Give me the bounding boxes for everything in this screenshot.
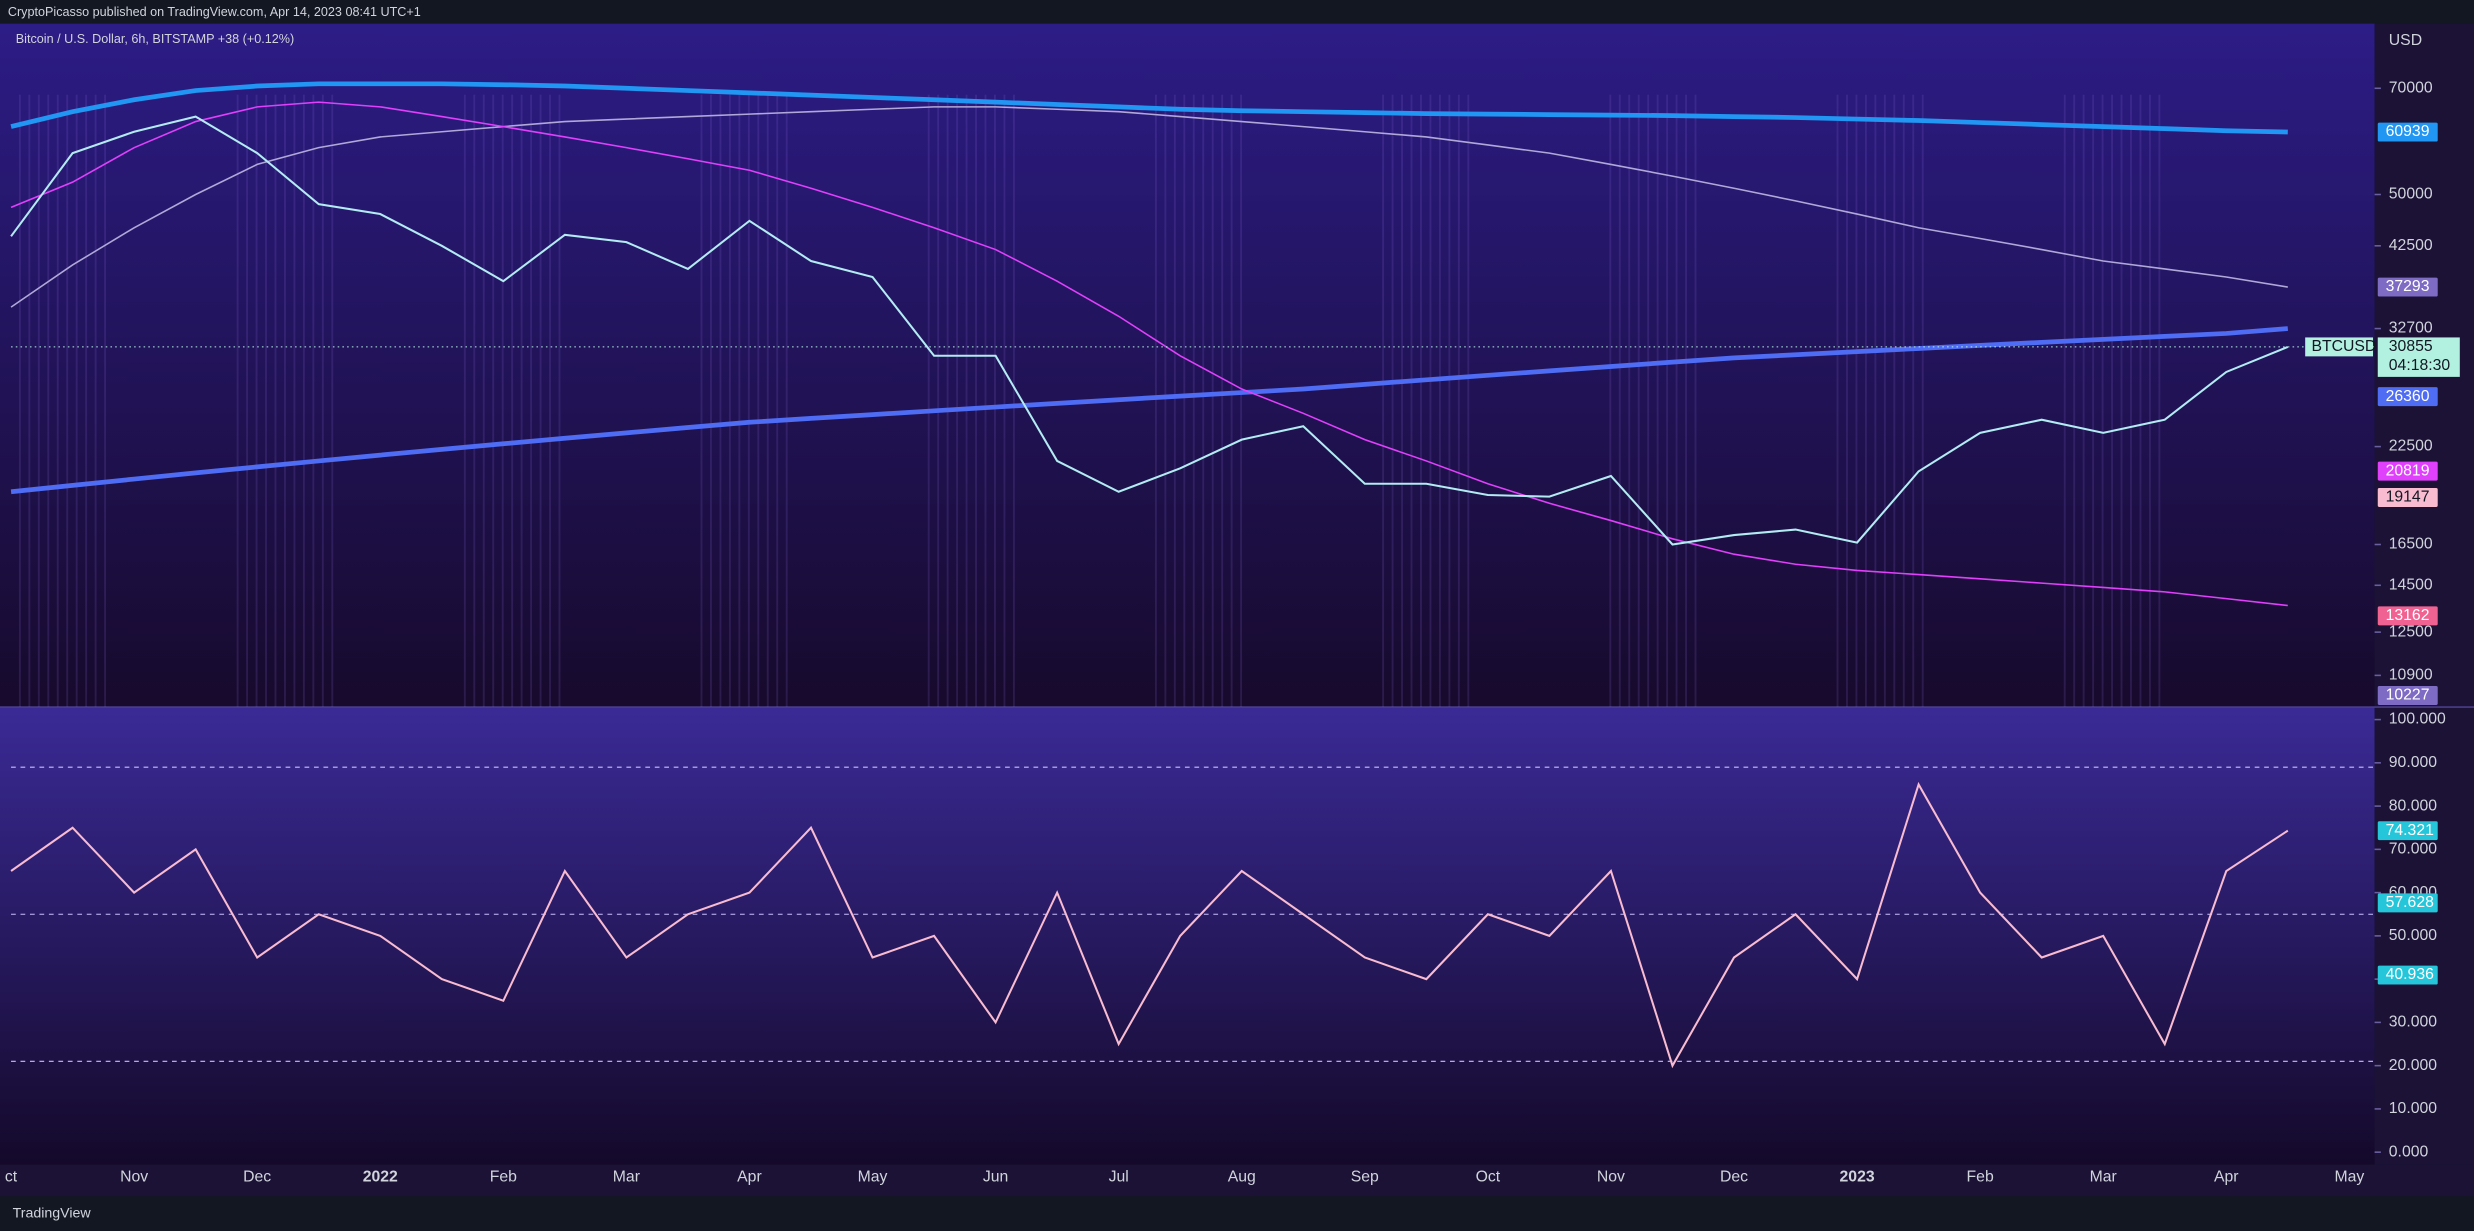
price-badge-label: 57.628 xyxy=(2386,894,2434,911)
x-tick-label: 2023 xyxy=(1840,1169,1875,1186)
y-tick-label: 70.000 xyxy=(2389,841,2437,858)
y-tick-label: 14500 xyxy=(2389,576,2433,593)
countdown-label: 04:18:30 xyxy=(2389,357,2451,374)
x-tick-label: Sep xyxy=(1351,1169,1379,1186)
x-tick-label: May xyxy=(2334,1169,2364,1186)
price-badge xyxy=(2377,337,2460,377)
x-tick-label: 2022 xyxy=(363,1169,398,1186)
series-line xyxy=(10,115,2289,546)
y-tick-label: 10.000 xyxy=(2389,1100,2437,1117)
x-tick-label: Mar xyxy=(613,1169,640,1186)
y-tick-label: 16500 xyxy=(2389,536,2433,553)
price-badge-label: 13162 xyxy=(2386,607,2430,624)
symbol-title: Bitcoin / U.S. Dollar, 6h, BITSTAMP +38 … xyxy=(16,32,294,46)
price-badge-label: 30855 xyxy=(2389,338,2433,355)
y-tick-label: 90.000 xyxy=(2389,754,2437,771)
y-tick-label: 10900 xyxy=(2389,667,2433,684)
y-tick-label: 80.000 xyxy=(2389,797,2437,814)
y-tick-label: 22500 xyxy=(2389,438,2433,455)
y-tick-label: 70000 xyxy=(2389,79,2433,96)
x-tick-label: Apr xyxy=(737,1169,762,1186)
y-tick-label: 50000 xyxy=(2389,186,2433,203)
x-tick-label: May xyxy=(858,1169,888,1186)
price-badge-label: 20819 xyxy=(2386,462,2430,479)
series-line xyxy=(10,326,2289,495)
price-badge xyxy=(2377,686,2438,705)
y-tick-label: 32700 xyxy=(2389,320,2433,337)
y-tick-label: 42500 xyxy=(2389,237,2433,254)
price-badge xyxy=(2377,893,2438,913)
y-tick-label: 0.000 xyxy=(2389,1143,2429,1160)
symbol-badge xyxy=(2305,337,2374,357)
top-bar xyxy=(0,0,2474,24)
session-stripes xyxy=(18,94,2161,708)
price-badge xyxy=(2377,965,2438,985)
x-tick-label: Dec xyxy=(243,1169,271,1186)
x-tick-label: Nov xyxy=(120,1169,148,1186)
footer-logo: TradingView xyxy=(13,1205,92,1221)
x-tick-label: Jun xyxy=(983,1169,1008,1186)
price-badge xyxy=(2377,387,2438,407)
y-tick-label: 30.000 xyxy=(2389,1014,2437,1031)
series-line xyxy=(10,106,2288,308)
price-badge-label: 37293 xyxy=(2386,278,2430,295)
price-badge xyxy=(2377,821,2438,841)
y-tick-label: 100.000 xyxy=(2389,711,2446,728)
x-tick-label: ct xyxy=(5,1169,18,1186)
price-badge-label: 60939 xyxy=(2386,123,2430,140)
series-line xyxy=(10,781,2289,1069)
price-badge xyxy=(2377,277,2438,297)
axis-unit: USD xyxy=(2389,32,2422,49)
price-badge-label: 10227 xyxy=(2386,687,2430,704)
price-badge-label: 74.321 xyxy=(2386,822,2434,839)
x-tick-label: Feb xyxy=(1967,1169,1994,1186)
y-tick-label: 50.000 xyxy=(2389,927,2437,944)
price-badge-label: 26360 xyxy=(2386,388,2430,405)
x-tick-label: Apr xyxy=(2214,1169,2239,1186)
x-tick-label: Dec xyxy=(1720,1169,1748,1186)
x-tick-label: Aug xyxy=(1228,1169,1256,1186)
x-tick-label: Jul xyxy=(1109,1169,1129,1186)
x-tick-label: Feb xyxy=(490,1169,517,1186)
y-tick-label: 12500 xyxy=(2389,623,2433,640)
series-line xyxy=(10,81,2288,135)
rsi-pane xyxy=(0,707,2375,1165)
price-badge xyxy=(2377,606,2438,626)
y-tick-label: 20.000 xyxy=(2389,1057,2437,1074)
price-badge-label: 40.936 xyxy=(2386,966,2434,983)
bottom-bar xyxy=(0,1196,2474,1231)
price-badge xyxy=(2377,461,2438,481)
price-badge xyxy=(2377,122,2438,142)
symbol-label: BTCUSD xyxy=(2311,338,2376,355)
time-axis xyxy=(0,1164,2474,1197)
x-tick-label: Nov xyxy=(1597,1169,1625,1186)
x-tick-label: Mar xyxy=(2090,1169,2117,1186)
series-line xyxy=(10,101,2288,607)
x-tick-label: Oct xyxy=(1476,1169,1501,1186)
price-badge-label: 19147 xyxy=(2386,489,2430,506)
publisher: CryptoPicasso published on TradingView.c… xyxy=(8,5,421,19)
price-badge xyxy=(2377,488,2438,507)
price-pane xyxy=(0,23,2375,708)
